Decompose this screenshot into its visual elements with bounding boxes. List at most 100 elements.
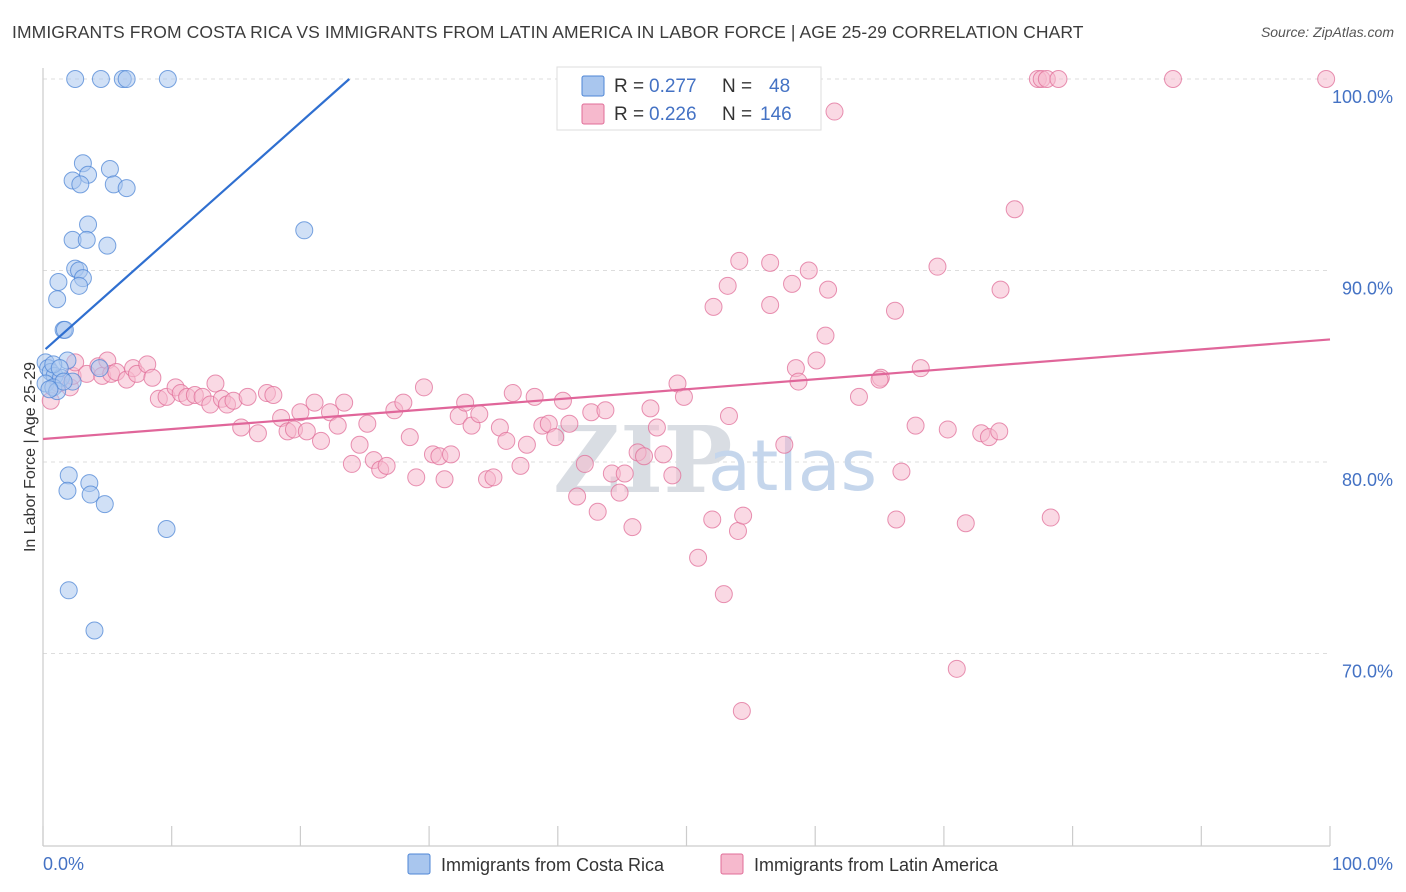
top-legend: R = 0.277 N = 48 R = 0.226 N = 146 — [556, 66, 822, 131]
point-costa-rica-11 — [117, 179, 136, 198]
bottom-legend-swatch-pink — [720, 853, 744, 875]
point-costa-rica-14 — [77, 230, 96, 249]
legend-r-label-2: R = — [614, 104, 644, 125]
point-latin-america-16 — [704, 297, 723, 316]
point-latin-america-114 — [654, 445, 673, 464]
point-latin-america-15 — [991, 280, 1010, 299]
point-latin-america-135 — [1041, 508, 1060, 527]
legend-n-label-2: N = — [722, 104, 752, 125]
point-latin-america-124 — [775, 435, 794, 454]
point-latin-america-41 — [143, 368, 162, 387]
point-latin-america-71 — [358, 414, 377, 433]
point-latin-america-85 — [456, 393, 475, 412]
point-latin-america-74 — [377, 456, 396, 475]
point-latin-america-128 — [947, 659, 966, 678]
y-tick-labels: 70.0% 80.0% 90.0% 100.0% — [1332, 87, 1393, 682]
point-costa-rica-36 — [59, 466, 78, 485]
point-latin-america-11 — [819, 280, 838, 299]
point-latin-america-123 — [734, 506, 753, 525]
legend-r-value-1: 0.277 — [649, 76, 697, 97]
point-latin-america-89 — [484, 468, 503, 487]
point-costa-rica-40 — [95, 495, 114, 514]
point-latin-america-94 — [517, 435, 536, 454]
point-latin-america-112 — [641, 399, 660, 418]
chart-source: Source: ZipAtlas.com — [1260, 24, 1394, 40]
point-latin-america-109 — [623, 518, 642, 537]
legend-n-label-1: N = — [722, 76, 752, 97]
point-latin-america-54 — [232, 418, 251, 437]
x-tick-labels: 0.0% 100.0% — [43, 854, 1393, 874]
point-latin-america-6 — [825, 102, 844, 121]
point-costa-rica-46 — [54, 372, 73, 391]
y-tick-label-70: 70.0% — [1342, 662, 1393, 682]
point-latin-america-8 — [730, 251, 749, 270]
point-latin-america-126 — [892, 462, 911, 481]
point-latin-america-118 — [689, 548, 708, 567]
bottom-legend-label-costa-rica: Immigrants from Costa Rica — [441, 855, 665, 875]
point-latin-america-50 — [206, 374, 225, 393]
point-latin-america-62 — [291, 403, 310, 422]
point-costa-rica-21 — [70, 276, 89, 295]
point-costa-rica-38 — [58, 481, 77, 500]
point-costa-rica-41 — [157, 520, 176, 539]
point-latin-america-115 — [663, 466, 682, 485]
point-latin-america-76 — [394, 393, 413, 412]
point-latin-america-92 — [503, 384, 522, 403]
point-latin-america-78 — [407, 468, 426, 487]
point-latin-america-119 — [703, 510, 722, 529]
point-latin-america-65 — [311, 431, 330, 450]
point-latin-america-22 — [911, 359, 930, 378]
point-costa-rica-47 — [40, 380, 59, 399]
legend-r-value-2: 0.226 — [649, 104, 697, 125]
point-latin-america-63 — [297, 422, 316, 441]
point-latin-america-130 — [906, 416, 925, 435]
point-costa-rica-9 — [71, 175, 90, 194]
point-costa-rica-12 — [79, 215, 98, 234]
point-latin-america-98 — [546, 428, 565, 447]
point-latin-america-9 — [761, 253, 780, 272]
point-latin-america-100 — [560, 414, 579, 433]
point-latin-america-104 — [588, 502, 607, 521]
point-latin-america-91 — [497, 431, 516, 450]
point-latin-america-93 — [511, 456, 530, 475]
y-tick-label-80: 80.0% — [1342, 470, 1393, 490]
point-latin-america-19 — [816, 326, 835, 345]
point-latin-america-64 — [305, 393, 324, 412]
point-latin-america-18 — [885, 301, 904, 320]
point-latin-america-122 — [728, 521, 747, 540]
bottom-legend-label-latin-america: Immigrants from Latin America — [754, 855, 999, 875]
point-costa-rica-39 — [81, 485, 100, 504]
point-latin-america-7 — [1005, 200, 1024, 219]
point-latin-america-77 — [400, 428, 419, 447]
point-costa-rica-20 — [49, 272, 68, 291]
point-latin-america-4 — [1163, 70, 1182, 88]
point-costa-rica-43 — [85, 621, 104, 640]
point-latin-america-25 — [849, 387, 868, 406]
point-latin-america-17 — [761, 295, 780, 314]
bottom-legend-swatch-blue — [407, 853, 431, 875]
point-latin-america-95 — [525, 387, 544, 406]
chart-title: IMMIGRANTS FROM COSTA RICA VS IMMIGRANTS… — [12, 22, 1084, 42]
point-latin-america-10 — [799, 261, 818, 280]
x-tick-min: 0.0% — [43, 854, 84, 874]
point-latin-america-99 — [553, 391, 572, 410]
legend-swatch-blue — [581, 75, 605, 97]
point-latin-america-12 — [718, 276, 737, 295]
point-latin-america-3 — [1049, 70, 1068, 88]
point-latin-america-113 — [647, 418, 666, 437]
legend-r-label-1: R = — [614, 76, 644, 97]
point-costa-rica-1 — [91, 70, 110, 88]
gridlines — [43, 78, 1330, 654]
point-latin-america-131 — [938, 420, 957, 439]
point-latin-america-107 — [610, 483, 629, 502]
y-tick-label-100: 100.0% — [1332, 87, 1393, 107]
point-latin-america-68 — [335, 393, 354, 412]
point-costa-rica-24 — [55, 320, 74, 339]
point-latin-america-127 — [956, 514, 975, 533]
point-latin-america-120 — [714, 585, 733, 604]
point-latin-america-14 — [928, 257, 947, 276]
legend-swatch-pink — [581, 103, 605, 125]
point-costa-rica-22 — [48, 290, 67, 309]
point-latin-america-5 — [1317, 70, 1336, 88]
point-latin-america-108 — [615, 464, 634, 483]
